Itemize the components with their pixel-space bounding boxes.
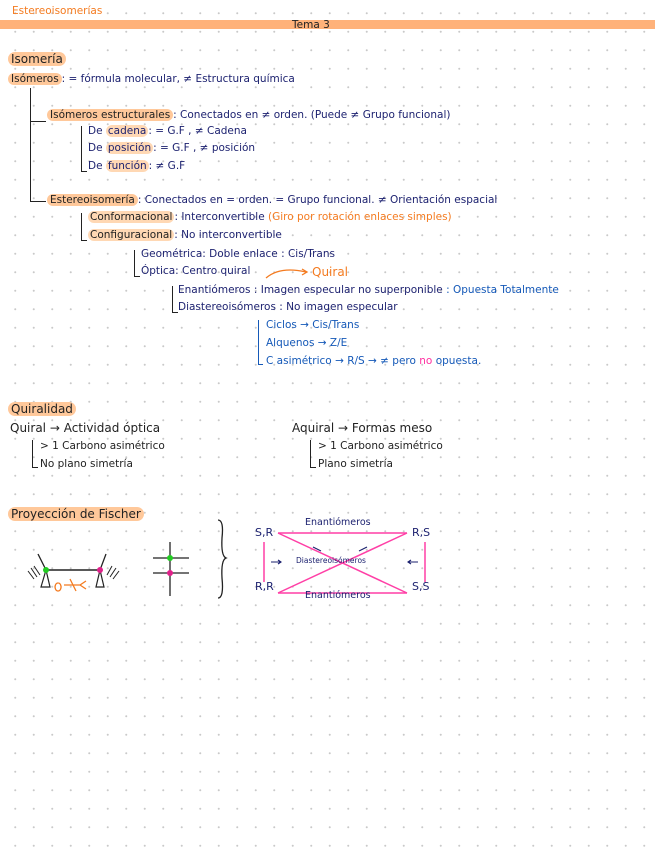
heading-fischer: Proyección de Fischer	[8, 507, 144, 521]
heading-quiralidad: Quiralidad	[8, 402, 76, 416]
corner-sr: S,R	[255, 526, 274, 539]
fischer-cross-drawing	[153, 542, 189, 596]
arrow-icon	[265, 268, 309, 279]
heading-isomeria: Isomería	[8, 52, 66, 66]
enantiomeros-line: Enantiómeros : Imagen especular no super…	[178, 284, 559, 296]
list-item: Plano simetría	[318, 458, 393, 470]
topic-band	[0, 20, 655, 29]
diastereo-center-label: Diastereoisómeros	[296, 556, 366, 565]
bracket	[310, 440, 316, 468]
geometrica-line: Geométrica: Doble enlace : Cis/Trans	[141, 248, 335, 260]
estructurales-line: Isómeros estructurales: Conectados en ≠ …	[47, 108, 450, 122]
list-item: Ciclos → Cis/Trans	[266, 319, 360, 331]
tree-branch	[30, 201, 46, 202]
stereoisomer-diagram	[263, 532, 426, 594]
bracket	[134, 250, 140, 277]
corner-ss: S,S	[412, 580, 430, 593]
list-item: > 1 Carbono asimétrico	[40, 440, 165, 452]
conformacional-line: Conformacional: Interconvertible (Giro p…	[88, 211, 452, 223]
bracket	[172, 286, 178, 313]
list-item: De posición: = G.F , ≠ posición	[88, 142, 256, 154]
estereo-line: Estereoisomería: Conectados en = orden. …	[47, 193, 497, 207]
list-item: Alquenos → Z/E	[266, 337, 348, 349]
corner-rs: R,S	[412, 526, 431, 539]
list-item: C asimétrico → R/S → ≠ pero no opuesta.	[266, 355, 482, 367]
topic-title: Tema 3	[292, 19, 330, 31]
list-item: De cadena: = G.F , ≠ Cadena	[88, 125, 247, 137]
document-title: Estereoisomerías	[12, 5, 103, 17]
bracket	[32, 440, 38, 468]
diastereo-line: Diastereoisómeros : No imagen especular	[178, 301, 398, 313]
optica-line: Óptica: Centro quiral	[141, 265, 251, 277]
enantiomeros-top-label: Enantiómeros	[305, 517, 371, 528]
list-item: No plano simetría	[40, 458, 133, 470]
aquiral-title: Aquiral → Formas meso	[292, 421, 433, 435]
bracket	[81, 213, 87, 241]
list-item: > 1 Carbono asimétrico	[318, 440, 443, 452]
bracket	[81, 126, 87, 172]
brace-icon	[217, 519, 228, 599]
bracket	[258, 320, 263, 365]
isomeros-line: Isómeros: = fórmula molecular, ≠ Estruct…	[8, 72, 295, 86]
corner-rr: R,R	[255, 580, 274, 593]
sawhorse-drawing	[27, 553, 120, 592]
quiral-title: Quiral → Actividad óptica	[10, 421, 161, 435]
tree-line	[30, 88, 31, 201]
tree-branch	[30, 121, 46, 122]
list-item: De función: ≠ G.F	[88, 160, 186, 172]
enantiomeros-bottom-label: Enantiómeros	[305, 590, 371, 601]
configuracional-line: Configuracional: No interconvertible	[88, 229, 282, 241]
quiral-note: Quiral	[312, 265, 349, 279]
